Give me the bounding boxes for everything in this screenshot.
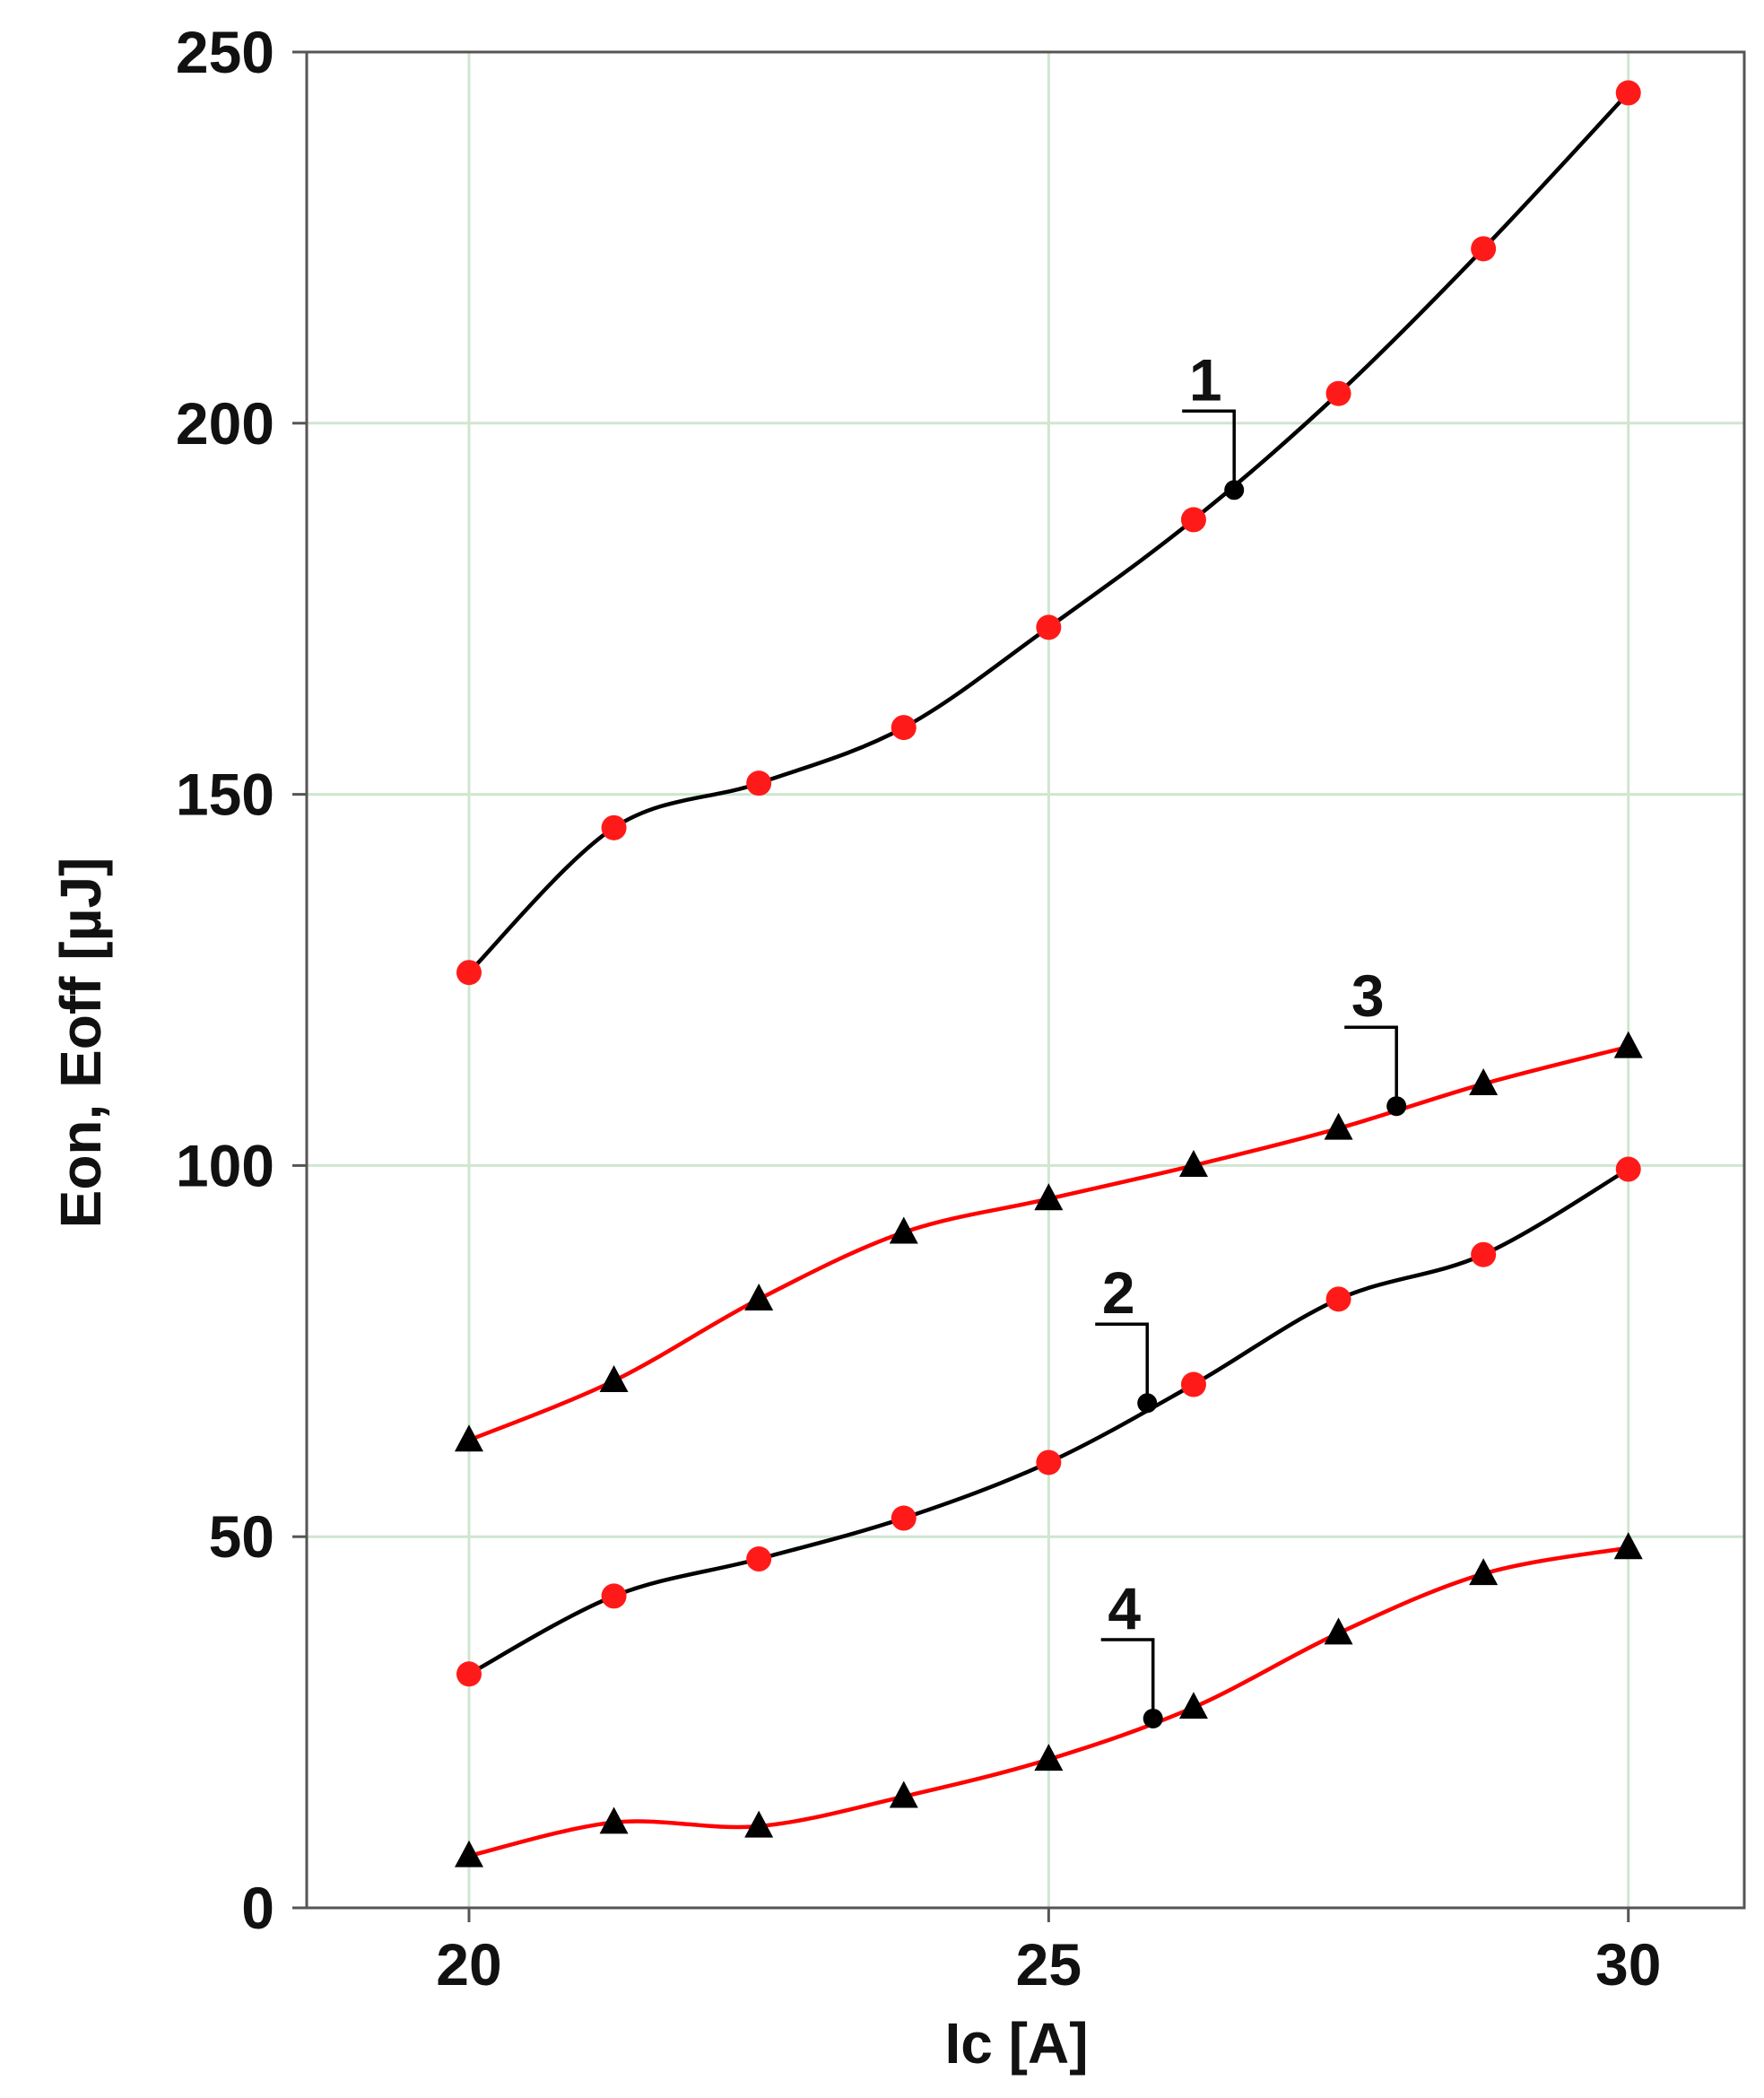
- series-2-point-0: [456, 1661, 482, 1687]
- series-2-label: 2: [1102, 1259, 1135, 1326]
- series-3-label: 3: [1351, 962, 1385, 1029]
- y-tick-label-150: 150: [176, 762, 274, 828]
- x-tick-label-20: 20: [436, 1931, 501, 1998]
- series-4-point-3: [889, 1780, 918, 1808]
- series-3-point-3: [889, 1216, 918, 1244]
- y-axis-title: Eon, Eoff [µJ]: [48, 857, 113, 1229]
- markers: [454, 80, 1643, 1867]
- ticks: 0 50 100 150 200 250 20 25 30: [176, 19, 1662, 1998]
- series-1-point-1: [601, 814, 627, 840]
- y-tick-label-0: 0: [241, 1875, 274, 1941]
- series-4-point-4: [1034, 1744, 1064, 1772]
- series-4-point-8: [1613, 1532, 1643, 1560]
- series-2-point-3: [891, 1505, 917, 1531]
- y-tick-label-100: 100: [176, 1132, 274, 1198]
- series-4-label: 4: [1108, 1575, 1141, 1641]
- series-2-point-4: [1036, 1449, 1062, 1476]
- series-3-point-7: [1469, 1068, 1499, 1095]
- series-1-callout-leader: [1182, 409, 1236, 491]
- series-1-point-6: [1325, 380, 1351, 406]
- series-1-point-2: [746, 770, 772, 797]
- series-1-point-5: [1180, 507, 1206, 533]
- series-3-point-0: [454, 1424, 483, 1452]
- series-3-point-4: [1034, 1183, 1064, 1211]
- y-tick-label-50: 50: [209, 1503, 274, 1570]
- series-2-point-8: [1615, 1156, 1641, 1182]
- x-axis-title: Ic [A]: [945, 2011, 1089, 2076]
- series-4-callout-leader: [1100, 1638, 1155, 1719]
- series-4-point-0: [454, 1840, 483, 1867]
- series-2-point-6: [1325, 1286, 1351, 1312]
- series-2-callout-leader: [1095, 1322, 1149, 1404]
- series-2-point-5: [1180, 1371, 1206, 1397]
- series-2-point-7: [1471, 1241, 1497, 1267]
- series-4-point-5: [1178, 1692, 1208, 1719]
- series-3-point-6: [1324, 1112, 1353, 1140]
- series-4-point-1: [599, 1806, 629, 1834]
- series-4-point-6: [1324, 1617, 1353, 1645]
- series-1-label: 1: [1189, 346, 1222, 413]
- series-1-point-7: [1471, 236, 1497, 262]
- series-3-point-5: [1178, 1150, 1208, 1177]
- y-tick-label-250: 250: [176, 19, 274, 85]
- series-3-callout-leader: [1344, 1025, 1398, 1107]
- series-3-point-1: [599, 1365, 629, 1393]
- series-3-point-8: [1613, 1031, 1643, 1058]
- series-4-point-7: [1469, 1558, 1499, 1586]
- series-2-point-1: [601, 1583, 627, 1609]
- series-1-point-8: [1615, 80, 1641, 106]
- y-tick-label-200: 200: [176, 390, 274, 457]
- x-tick-label-30: 30: [1595, 1931, 1661, 1998]
- x-tick-label-25: 25: [1016, 1931, 1082, 1998]
- series-1-point-4: [1036, 614, 1062, 640]
- series-1-point-3: [891, 715, 917, 741]
- series-1-point-0: [456, 960, 482, 986]
- curve-callouts: 1 2 3 4: [1095, 346, 1407, 1728]
- series-3-point-2: [744, 1284, 774, 1310]
- series-4-point-2: [744, 1810, 774, 1838]
- series-2-point-2: [746, 1546, 772, 1572]
- plot-frame: [305, 50, 1746, 1910]
